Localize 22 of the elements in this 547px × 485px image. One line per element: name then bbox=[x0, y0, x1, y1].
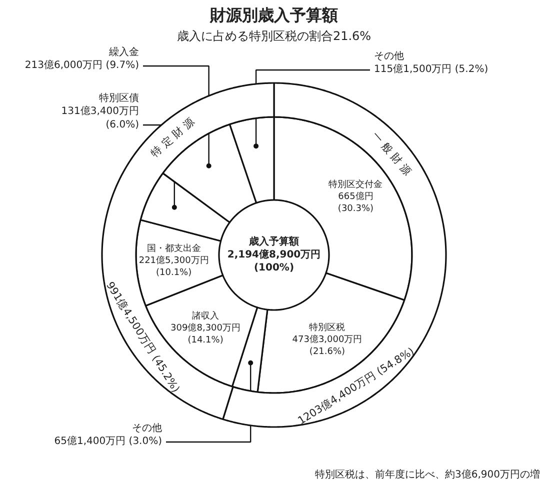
chart-title: 財源別歳入予算額 bbox=[209, 6, 338, 24]
chart-subtitle: 歳入に占める特別区税の割合21.6% bbox=[176, 29, 372, 43]
slice-label: 繰入金 bbox=[108, 46, 139, 58]
slice-label: 国・都支出金 bbox=[146, 242, 201, 254]
slice-label: 特別区交付金 bbox=[328, 178, 383, 190]
data-label: 309億8,300万円 (14.1%) bbox=[170, 322, 241, 346]
text: 歳入予算額 2,194億8,900万円 (100%) bbox=[227, 235, 321, 274]
slice-label: その他 bbox=[374, 50, 404, 62]
text: 特 定 財 源 bbox=[148, 114, 198, 160]
data-label: 65億1,400万円 (3.0%) bbox=[54, 435, 162, 448]
data-label: 115億1,500万円 (5.2%) bbox=[374, 63, 488, 76]
data-label: 213億6,000万円 (9.7%) bbox=[24, 59, 140, 72]
data-label: 131億3,400万円 (6.0%) bbox=[61, 105, 140, 130]
data-label: 221億5,300万円 (10.1%) bbox=[138, 254, 209, 278]
slice-label: 特別区債 bbox=[99, 92, 139, 104]
text: 一 般 財 源 bbox=[369, 130, 414, 178]
text: 特別区税は、前年度に比べ、約3億6,900万円の増 bbox=[315, 468, 540, 480]
slice-label: その他 bbox=[132, 422, 162, 434]
data-label: 665億円 (30.3%) bbox=[338, 190, 374, 214]
data-label: 473億3,000万円 (21.6%) bbox=[292, 334, 362, 358]
slice-label: 諸収入 bbox=[192, 310, 220, 322]
slice-label: 特別区税 bbox=[309, 322, 346, 334]
